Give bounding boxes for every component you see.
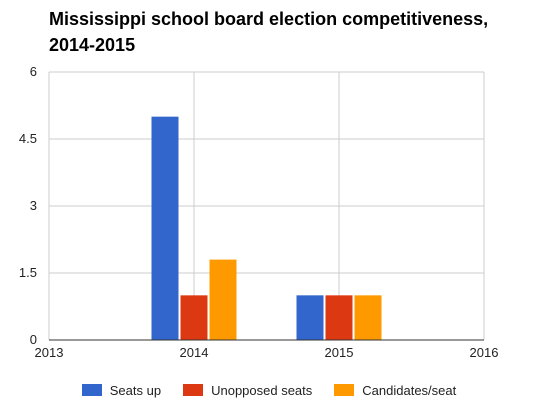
bar-candidates-seat-2014[interactable] [209, 259, 237, 340]
bar-unopposed-seats-2015[interactable] [325, 295, 353, 340]
legend-swatch-seats-up [81, 384, 102, 396]
legend: Seats up Unopposed seats Candidates/seat [0, 380, 538, 400]
gridlines [48, 71, 485, 341]
bar-candidates-seat-2015[interactable] [354, 295, 382, 340]
y-tick-label: 6 [30, 64, 37, 79]
legend-swatch-unopposed-seats [183, 384, 204, 396]
legend-label-candidates-per-seat: Candidates/seat [362, 382, 457, 398]
x-tick-label: 2014 [180, 345, 209, 360]
bar-seats-up-2014[interactable] [151, 116, 179, 341]
y-tick-label: 3 [30, 198, 37, 213]
legend-item-candidates-per-seat[interactable]: Candidates/seat [334, 383, 456, 398]
legend-label-seats-up: Seats up [109, 382, 162, 398]
x-tick-label: 2016 [470, 345, 499, 360]
legend-swatch-candidates-per-seat [334, 384, 355, 396]
bar-unopposed-seats-2014[interactable] [180, 295, 208, 340]
y-tick-label: 0 [30, 332, 37, 347]
y-tick-label: 1.5 [19, 265, 37, 280]
x-tick-label: 2015 [325, 345, 354, 360]
y-tick-label: 4.5 [19, 131, 37, 146]
bars [151, 116, 382, 341]
legend-label-unopposed-seats: Unopposed seats [211, 382, 313, 398]
legend-item-seats-up[interactable]: Seats up [81, 382, 162, 398]
chart-title: Mississippi school board election compet… [49, 9, 489, 55]
x-tick-label: 2013 [35, 345, 64, 360]
axes: 0 1.5 3 4.5 6 2013 2014 2015 2016 [19, 64, 499, 360]
legend-item-unopposed-seats[interactable]: Unopposed seats [183, 383, 312, 398]
bar-seats-up-2015[interactable] [296, 295, 324, 340]
